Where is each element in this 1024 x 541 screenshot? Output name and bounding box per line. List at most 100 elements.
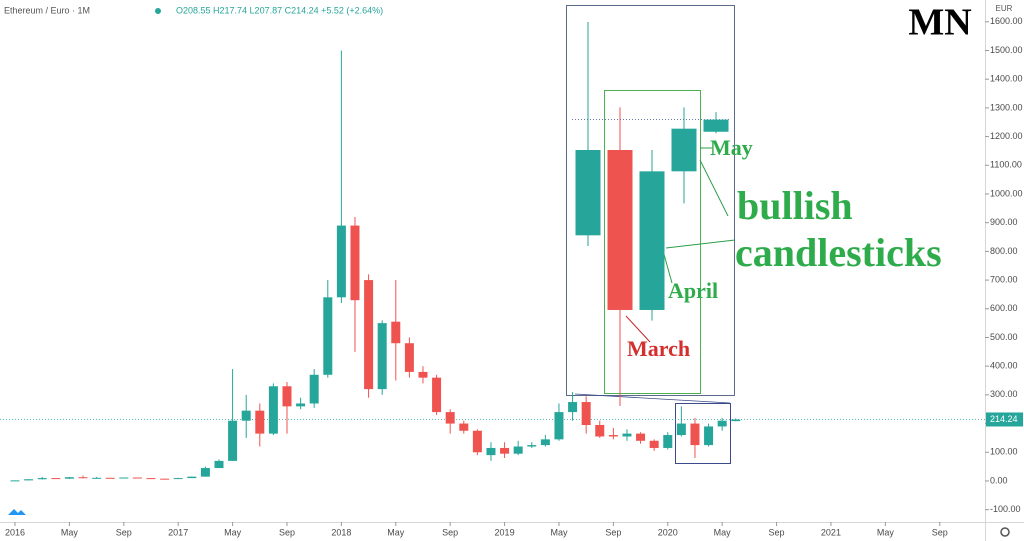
candle-body xyxy=(92,477,102,479)
x-tick-label: 2020 xyxy=(658,527,678,537)
candle-body xyxy=(649,440,659,448)
y-tick-label: 1200.00 xyxy=(990,131,1023,141)
annotation-line xyxy=(625,315,651,343)
candle-body xyxy=(663,435,673,448)
candle-body xyxy=(173,478,183,480)
candle-body xyxy=(241,410,251,421)
candle-body xyxy=(309,374,319,404)
y-tick-label: 1100.00 xyxy=(990,160,1022,170)
x-tick-label: Sep xyxy=(116,527,132,537)
source-frame xyxy=(675,403,731,464)
y-tick-label: 1400.00 xyxy=(990,74,1023,84)
y-tick-label: 1000.00 xyxy=(990,188,1023,198)
inset-candle-body xyxy=(703,119,729,132)
candle-body xyxy=(527,445,537,447)
candle-body xyxy=(704,426,714,446)
status-dot xyxy=(155,8,161,14)
y-tick-label: 500.00 xyxy=(990,332,1018,342)
annotation-line xyxy=(665,239,736,249)
currency-label: EUR xyxy=(996,4,1013,13)
y-tick-label: 300.00 xyxy=(990,389,1018,399)
x-tick-label: May xyxy=(61,527,79,537)
candle-body xyxy=(268,386,278,434)
x-tick-label: 2016 xyxy=(5,527,25,537)
candle-body xyxy=(513,446,523,454)
candle-body xyxy=(636,433,646,441)
x-tick-label: 2021 xyxy=(821,527,841,537)
annotation-text: April xyxy=(668,278,718,303)
annotation-line xyxy=(699,159,729,217)
x-tick-label: Sep xyxy=(279,527,295,537)
candle-body xyxy=(64,477,74,479)
annotation-text: candlesticks xyxy=(735,230,942,275)
y-tick-label: 0.00 xyxy=(990,475,1008,485)
candle-body xyxy=(472,430,482,453)
zoom-connector xyxy=(574,393,731,404)
y-tick-label: 100.00 xyxy=(990,447,1018,457)
candle-body xyxy=(404,343,414,372)
candle-body xyxy=(459,423,469,431)
x-tick-label: May xyxy=(550,527,568,537)
candle-body xyxy=(24,479,34,481)
last-price-label: 214.24 xyxy=(990,414,1018,424)
candle-body xyxy=(51,478,61,480)
zoom-frame xyxy=(566,5,735,396)
candle-body xyxy=(228,420,238,461)
x-tick-label: 2017 xyxy=(168,527,188,537)
candle-body xyxy=(214,460,224,469)
candle-body xyxy=(717,420,727,427)
candle-body xyxy=(364,280,374,390)
x-tick-label: May xyxy=(224,527,242,537)
annotation-text: May xyxy=(710,135,753,160)
x-tick-label: May xyxy=(877,527,895,537)
inset-candle-body xyxy=(575,150,601,236)
y-tick-label: 600.00 xyxy=(990,303,1018,313)
y-tick-label: 1500.00 xyxy=(990,45,1023,55)
candle-body xyxy=(377,323,387,390)
candle-body xyxy=(323,297,333,375)
candle-body xyxy=(350,225,360,301)
candle-body xyxy=(119,477,129,479)
candle-body xyxy=(187,476,197,479)
x-tick-label: 2018 xyxy=(331,527,351,537)
candle-body xyxy=(160,478,170,480)
candle-body xyxy=(595,425,605,437)
inset-candle-body xyxy=(639,171,665,310)
ohlc-legend: O208.55 H217.74 L207.87 C214.24 +5.52 (+… xyxy=(176,5,383,15)
x-tick-label: Sep xyxy=(605,527,621,537)
watermark: MN xyxy=(908,2,971,44)
candle-body xyxy=(200,468,210,477)
candle-body xyxy=(608,435,618,437)
candle-body xyxy=(581,402,591,426)
annotation-text: bullish xyxy=(737,183,853,228)
candle-body xyxy=(10,480,20,482)
inset-candle-body xyxy=(607,150,633,310)
inset-candle-body xyxy=(671,128,697,172)
logo xyxy=(8,509,26,515)
candle-body xyxy=(690,423,700,446)
x-tick-label: Sep xyxy=(932,527,948,537)
candle-body xyxy=(282,386,292,407)
settings-icon[interactable] xyxy=(1000,527,1010,537)
y-tick-label: 800.00 xyxy=(990,246,1018,256)
candle-body xyxy=(622,433,632,437)
x-tick-label: Sep xyxy=(769,527,785,537)
candle-body xyxy=(432,377,442,413)
candle-body xyxy=(445,412,455,424)
candle-body xyxy=(568,402,578,413)
candle-body xyxy=(105,477,115,479)
x-tick-label: May xyxy=(387,527,405,537)
candle-body xyxy=(540,439,550,446)
x-tick-label: May xyxy=(714,527,732,537)
candle-body xyxy=(37,478,47,480)
candle-body xyxy=(418,371,428,378)
y-tick-label: 900.00 xyxy=(990,217,1018,227)
candle-body xyxy=(676,423,686,436)
candle-body xyxy=(132,477,142,479)
y-tick-label: 1300.00 xyxy=(990,102,1023,112)
x-tick-label: 2019 xyxy=(495,527,515,537)
candle-body xyxy=(296,403,306,407)
candle-body xyxy=(336,225,346,298)
